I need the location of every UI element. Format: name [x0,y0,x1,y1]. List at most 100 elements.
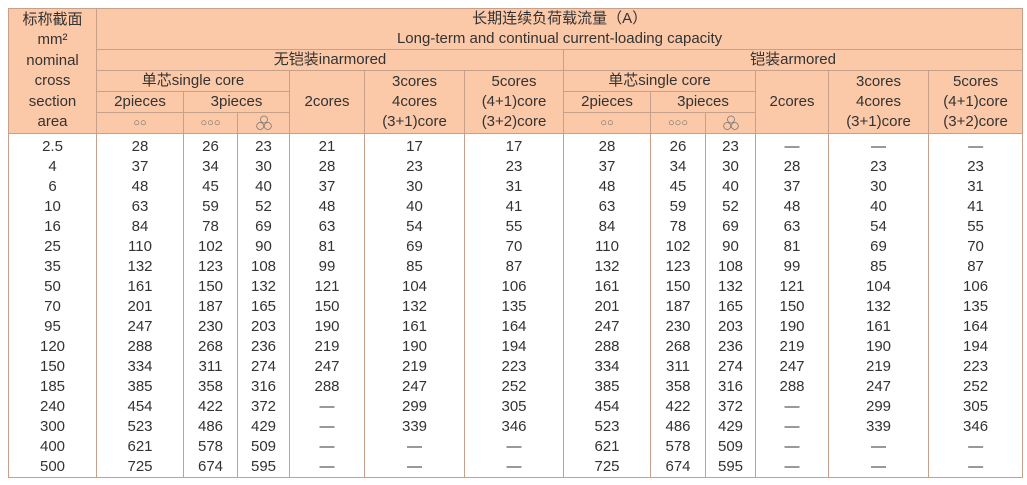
capacity-cell: 70 [464,237,564,257]
capacity-cell: — [927,133,1024,157]
capacity-cell: 311 [183,357,238,377]
capacity-cell: 52 [705,197,756,217]
area-header-line: 标称截面 [22,10,83,28]
capacity-cell: 595 [705,457,756,478]
capacity-cell: 23 [237,133,290,157]
capacity-cell: 132 [828,297,929,317]
table-header: 标称截面 mm² nominal cross section area 长期连续负荷载流量（… [8,8,1024,134]
three-cores-header-line: 3cores [855,73,902,90]
three-cores-header-line: 3cores [391,73,438,90]
capacity-cell: 230 [650,317,706,337]
two-cores-header: 2cores [289,70,365,134]
capacity-cell: 59 [183,197,238,217]
capacity-cell: 150 [183,277,238,297]
capacity-cell: 41 [464,197,564,217]
capacity-cell: 23 [927,157,1024,177]
capacity-cell: — [464,437,564,457]
capacity-cell: — [364,457,465,478]
capacity-cell: 17 [464,133,564,157]
group-header: 铠装armored [562,49,1024,71]
capacity-cell: 84 [563,217,651,237]
area-cell: 10 [8,197,97,217]
capacity-cell: 108 [705,257,756,277]
capacity-cell: 203 [237,317,290,337]
capacity-cell: 63 [289,217,365,237]
capacity-cell: 288 [563,337,651,357]
capacity-cell: 55 [464,217,564,237]
capacity-cell: 45 [183,177,238,197]
capacity-cell: 339 [828,417,929,437]
capacity-cell: 299 [364,397,465,417]
capacity-cell: 219 [364,357,465,377]
capacity-cell: 41 [927,197,1024,217]
capacity-cell: 23 [464,157,564,177]
data-row: 4 37 34 30 28 23 23 37 34 30 28 23 23 [8,157,1024,177]
capacity-cell: 190 [364,337,465,357]
capacity-cell: 161 [563,277,651,297]
capacity-cell: 132 [364,297,465,317]
capacity-cell: 23 [828,157,929,177]
capacity-cell: 69 [237,217,290,237]
arrangement-symbol: ○○○ [183,112,238,134]
data-row: 35 132 123 108 99 85 87 132 123 108 99 85 87 [8,257,1024,277]
header-row: 2pieces 3pieces 2pieces 3pieces [9,91,1023,113]
data-row: 70 201 187 165 150 132 135 201 187 165 150 132 135 [8,297,1024,317]
capacity-cell: 316 [237,377,290,397]
data-row: 50 161 150 132 121 104 106 161 150 132 121 104 106 [8,277,1024,297]
capacity-cell: 81 [289,237,365,257]
five-cores-header: 5cores (4+1)core (3+2)core [464,70,564,134]
capacity-cell: 70 [927,237,1024,257]
data-row: 240 454 422 372—299 305 454 422 372—299 305 [8,397,1024,417]
capacity-cell: 203 [705,317,756,337]
capacity-cell: 358 [183,377,238,397]
capacity-cell: 40 [364,197,465,217]
area-cell: 120 [8,337,97,357]
capacity-cell: — [289,437,365,457]
capacity-cell: 454 [563,397,651,417]
area-cell: 185 [8,377,97,397]
capacity-cell: 28 [96,133,184,157]
data-row: 185 385 358 316 288 247 252 385 358 316 288 247 252 [8,377,1024,397]
area-cell: 95 [8,317,97,337]
arrangement-symbol: ○○ [96,112,184,134]
data-row: 300 523 486 429—339 346 523 486 429—339 346 [8,417,1024,437]
capacity-cell: 99 [289,257,365,277]
capacity-cell: 305 [927,397,1024,417]
five-cores-header-line: (4+1)core [943,93,1008,110]
five-cores-header-line: (3+2)core [481,113,547,130]
capacity-cell: 509 [705,437,756,457]
capacity-cell: 21 [289,133,365,157]
header-row: ○○ ○○○ ○○ ○○○ [9,112,1023,134]
area-cell: 4 [8,157,97,177]
capacity-cell: 523 [563,417,651,437]
capacity-cell: 30 [237,157,290,177]
area-cell: 400 [8,437,97,457]
capacity-cell: 161 [364,317,465,337]
capacity-cell: — [828,133,929,157]
capacity-cell: 346 [927,417,1024,437]
capacity-cell: 268 [650,337,706,357]
capacity-cell: 621 [563,437,651,457]
capacity-cell: 339 [364,417,465,437]
capacity-cell: 31 [464,177,564,197]
arrangement-symbol: ○○○ [650,112,706,134]
capacity-cell: 674 [650,457,706,478]
capacity-cell: 59 [650,197,706,217]
capacity-cell: — [289,417,365,437]
capacity-cell: 37 [563,157,651,177]
capacity-cell: 164 [464,317,564,337]
icon-circle [722,122,731,130]
capacity-cell: 190 [289,317,365,337]
capacity-cell: 150 [650,277,706,297]
capacity-cell: 299 [828,397,929,417]
capacity-cell: 37 [289,177,365,197]
five-cores-header-line: 5cores [491,73,537,90]
three-cores-header: 3cores 4cores (3+1)core [364,70,465,134]
capacity-cell: 90 [705,237,756,257]
capacity-cell: 247 [289,357,365,377]
capacity-cell: — [927,457,1024,478]
capacity-cell: 247 [563,317,651,337]
data-row: 2.5 28 26 23 21 17 17 28 26 23— — — [8,133,1024,157]
title-cn: 长期连续负荷载流量（A） [472,10,648,27]
area-header-line: area [37,113,68,130]
